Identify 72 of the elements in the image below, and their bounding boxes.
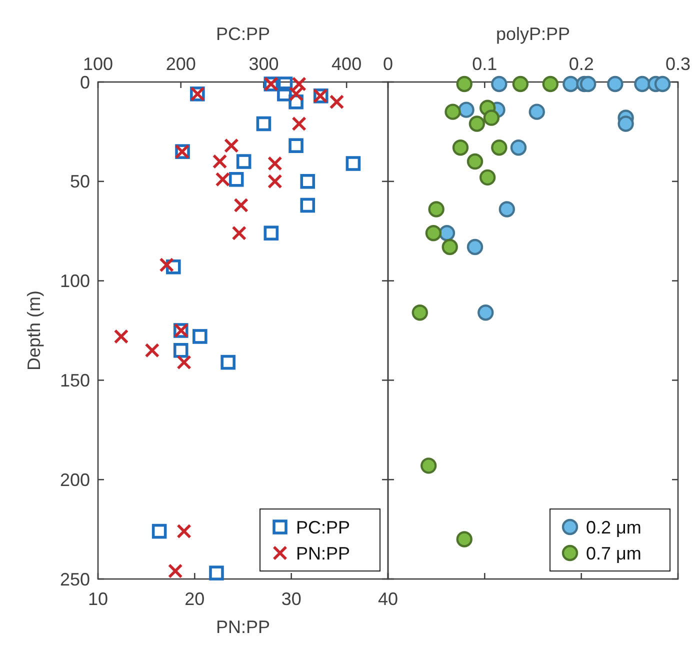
point bbox=[618, 116, 634, 132]
point bbox=[159, 257, 174, 272]
point bbox=[479, 169, 496, 186]
point bbox=[215, 172, 230, 187]
point bbox=[452, 140, 469, 156]
point bbox=[168, 564, 183, 578]
point bbox=[498, 201, 515, 218]
point bbox=[654, 76, 671, 92]
point bbox=[456, 531, 472, 548]
point bbox=[468, 116, 486, 132]
point bbox=[428, 201, 444, 218]
point bbox=[212, 154, 228, 169]
legend-label: 0.7 μm bbox=[586, 543, 642, 564]
x-tick-label: 20 bbox=[184, 589, 205, 609]
point bbox=[528, 104, 545, 120]
point bbox=[478, 304, 494, 321]
y-tick-label: 50 bbox=[70, 172, 90, 192]
point bbox=[144, 342, 160, 358]
point bbox=[456, 76, 472, 92]
x-tick-label: 0.3 bbox=[665, 54, 691, 74]
legend-label: PN:PP bbox=[296, 543, 350, 564]
point bbox=[114, 329, 129, 344]
point bbox=[580, 76, 596, 92]
point bbox=[510, 140, 527, 156]
y-tick-label: 250 bbox=[60, 569, 90, 590]
point bbox=[234, 198, 248, 213]
point bbox=[425, 224, 442, 242]
point bbox=[442, 238, 458, 256]
legend-label: 0.2 μm bbox=[586, 517, 642, 538]
x2-tick-label: 400 bbox=[332, 54, 362, 74]
legend-label: PC:PP bbox=[296, 517, 350, 538]
point bbox=[292, 76, 306, 92]
y-axis-title: Depth (m) bbox=[24, 290, 44, 371]
x-tick-label: 0 bbox=[382, 54, 394, 74]
x2-tick-label: 200 bbox=[166, 54, 196, 74]
point bbox=[232, 226, 247, 240]
point bbox=[420, 458, 437, 474]
point bbox=[412, 304, 428, 321]
point bbox=[466, 153, 484, 170]
point bbox=[491, 76, 508, 92]
x2-axis-title: PC:PP bbox=[216, 24, 270, 44]
point bbox=[288, 86, 304, 102]
point bbox=[224, 138, 239, 154]
point bbox=[268, 174, 282, 189]
x-axis-title: PN:PP bbox=[216, 617, 270, 637]
point bbox=[491, 140, 508, 156]
x-tick-label: 0.2 bbox=[568, 54, 594, 74]
point bbox=[466, 238, 484, 256]
point bbox=[562, 76, 579, 92]
x2-tick-label: 100 bbox=[82, 54, 114, 74]
point bbox=[444, 104, 461, 120]
point bbox=[268, 156, 282, 171]
point bbox=[458, 102, 474, 118]
y-tick-label: 200 bbox=[60, 470, 90, 490]
x-tick-label: 40 bbox=[378, 589, 398, 609]
point bbox=[329, 94, 344, 110]
x-axis-title: polyP:PP bbox=[496, 24, 570, 44]
y-tick-label: 150 bbox=[60, 370, 90, 390]
x2-tick-label: 300 bbox=[248, 54, 279, 74]
point bbox=[607, 76, 624, 92]
y-tick-label: 100 bbox=[60, 271, 90, 292]
x-tick-label: 0.1 bbox=[472, 54, 498, 74]
point bbox=[634, 76, 650, 92]
point bbox=[542, 76, 558, 92]
point bbox=[292, 116, 306, 132]
x-tick-label: 30 bbox=[281, 589, 302, 609]
point bbox=[176, 354, 192, 370]
y-tick-label: 0 bbox=[80, 72, 90, 92]
point bbox=[176, 524, 192, 539]
point bbox=[483, 110, 500, 126]
x-tick-label: 10 bbox=[88, 589, 108, 609]
point bbox=[512, 76, 529, 92]
